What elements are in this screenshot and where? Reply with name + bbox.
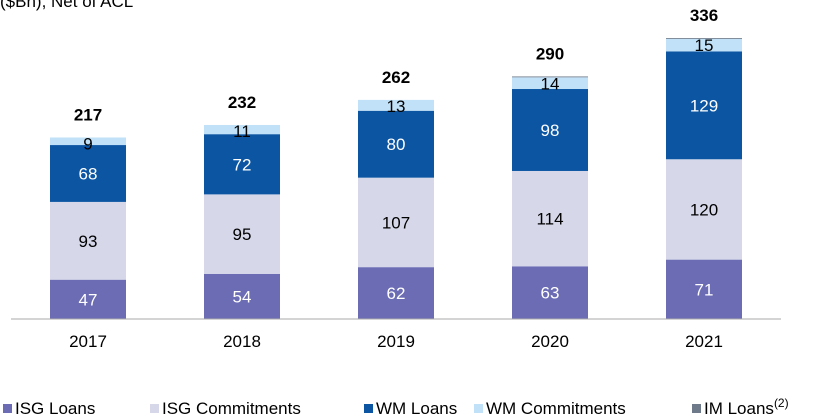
value-label: 71 [695,280,714,299]
legend-swatch [364,404,373,413]
bar-segment [666,38,742,52]
value-label: 9 [83,135,92,154]
total-label: 232 [228,93,256,112]
x-tick-label: 2017 [69,332,107,351]
x-tick-label: 2018 [223,332,261,351]
x-tick-label: 2019 [377,332,415,351]
x-tick-label: 2020 [531,332,569,351]
value-label: 63 [541,284,560,303]
value-label: 15 [695,36,714,55]
bar-segment [204,134,280,195]
bar-segment [358,177,434,268]
bar-segment [512,266,588,319]
bar-segment [666,38,742,39]
bar-segment [666,259,742,319]
value-label: 62 [387,284,406,303]
value-label: 14 [541,74,560,93]
value-label: 47 [79,290,98,309]
value-label: 107 [382,213,410,232]
bar-segment [512,170,588,267]
value-label: 80 [387,135,406,154]
value-label: 72 [233,155,252,174]
total-label: 217 [74,106,102,125]
bar-segment [666,51,742,160]
x-tick-label: 2021 [685,332,723,351]
value-label: 129 [690,96,718,115]
legend-swatch [150,404,159,413]
bar-segment [50,145,126,202]
legend-note: (2) [774,396,789,410]
value-label: 54 [233,287,252,306]
legend-swatch [3,404,12,413]
total-label: 262 [382,68,410,87]
value-label: 95 [233,225,252,244]
bar-segment [666,159,742,260]
bar-segment [512,77,588,90]
total-label: 336 [690,6,718,25]
legend-label: WM Commitments [486,399,626,418]
legend-swatch [474,404,483,413]
legend-label: IM Loans(2) [704,396,789,418]
value-label: 13 [387,97,406,116]
legend-label: WM Loans [376,399,457,418]
bar-segment [50,279,126,319]
bar-segment [204,273,280,319]
bar-segment [50,137,126,146]
total-label: 290 [536,44,564,63]
legend-label: ISG Commitments [162,399,301,418]
chart-title: ($Bn), Net of ACL [0,0,133,11]
bar-segment [358,267,434,319]
bar-segment [512,76,588,78]
bar-segment [204,194,280,274]
legend-label: ISG Loans [15,399,95,418]
value-label: 114 [536,210,563,229]
bar-segment [358,99,434,111]
bar-segment [512,89,588,171]
value-label: 11 [233,122,251,141]
value-label: 98 [541,121,560,140]
bar-segment [358,110,434,178]
value-label: 120 [690,200,718,219]
bar-segment [50,201,126,280]
legend-swatch [692,404,701,413]
bar-segment [204,124,280,135]
value-label: 93 [79,232,98,251]
value-label: 68 [79,164,98,183]
